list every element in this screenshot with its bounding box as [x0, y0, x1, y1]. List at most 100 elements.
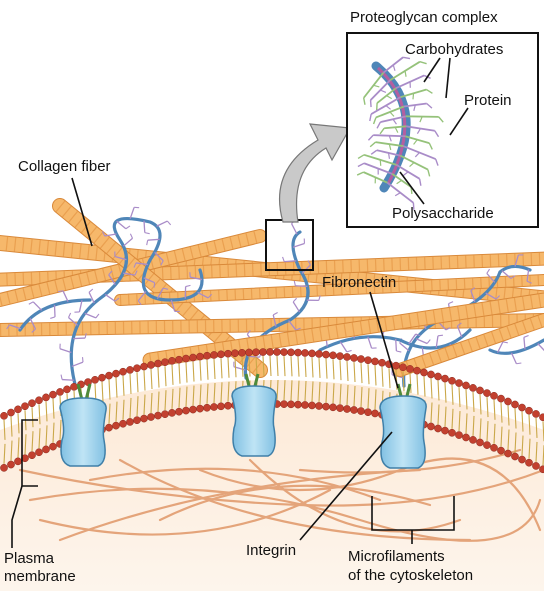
lipid-tail-outer — [136, 372, 139, 393]
leader-polysaccharide — [399, 171, 425, 205]
lipid-head-inner — [518, 455, 526, 464]
carbohydrate-branch — [137, 291, 147, 302]
carbohydrate-branch — [108, 274, 116, 286]
lipid-head-outer — [56, 388, 64, 396]
carbohydrate-branch — [29, 318, 37, 330]
lipid-head-inner — [42, 445, 50, 454]
carbohydrate-branch — [32, 301, 43, 311]
carbohydrate-branch — [9, 324, 22, 330]
carbohydrate-twig — [153, 282, 156, 288]
lipid-tail-outer — [402, 371, 405, 392]
inset-carbohydrate-twig — [370, 149, 378, 155]
carbohydrate-branch — [123, 272, 136, 276]
lipid-tail-outer — [178, 363, 181, 384]
lipid-tail-outer — [276, 355, 279, 377]
lipid-tail-outer — [318, 357, 321, 378]
inset-carbohydrate-twig — [435, 158, 439, 166]
lipid-tail-outer — [164, 366, 167, 387]
integrin-middle — [231, 373, 277, 457]
lipid-head-outer — [357, 355, 365, 363]
lipid-tail-outer — [535, 417, 538, 438]
inset-carbohydrate-twig — [426, 102, 433, 109]
carbohydrate-twig — [282, 256, 285, 262]
lipid-head-inner — [0, 463, 8, 472]
lipid-head-inner — [483, 441, 491, 449]
carbohydrate-twig — [307, 260, 311, 266]
lipid-tail-inner — [122, 399, 125, 420]
carbohydrate-twig — [134, 270, 138, 276]
collagen-fiber-front-1 — [142, 292, 544, 368]
inset-carbohydrate-twig — [413, 104, 416, 111]
lipid-head-outer — [203, 351, 211, 360]
lipid-tail-outer — [122, 375, 125, 396]
inset-carbohydrate-twig — [389, 111, 395, 117]
lipid-head-outer — [455, 379, 463, 387]
carbohydrate-branch — [73, 337, 86, 340]
lipid-tail-inner — [283, 380, 286, 401]
lipid-head-outer — [168, 357, 176, 365]
lipid-tail-outer — [234, 357, 237, 378]
lipid-head-inner — [301, 401, 309, 409]
carbohydrate-branch — [104, 293, 116, 302]
lipid-tail-outer — [304, 356, 307, 377]
integrin-left — [59, 383, 107, 467]
lipid-tail-outer — [17, 413, 20, 434]
lipid-tail-inner — [479, 418, 482, 439]
lipid-tail-outer — [444, 382, 447, 403]
carbohydrate-branch — [116, 220, 127, 230]
lipid-head-outer — [0, 411, 8, 420]
lipid-head-inner — [112, 421, 120, 430]
lipid-tail-inner — [220, 382, 223, 403]
lipid-head-inner — [350, 406, 358, 414]
lipid-tail-inner — [521, 435, 524, 456]
carbohydrate-twig — [516, 362, 522, 365]
lipid-tail-inner — [444, 406, 447, 427]
carbohydrate-twig — [396, 350, 402, 353]
lipid-tail-inner — [150, 392, 153, 414]
inset-carbohydrate-twig — [402, 171, 409, 176]
lipid-tail-outer — [206, 359, 209, 380]
lipid-tail-inner — [38, 428, 41, 449]
carbohydrate-twig — [88, 288, 94, 293]
lipid-head-outer — [497, 394, 505, 403]
zoom-arrow — [279, 123, 351, 223]
carbohydrate-branch — [526, 269, 530, 282]
carbohydrate-branch — [367, 336, 373, 349]
lipid-head-inner — [448, 428, 456, 437]
carbohydrate-branch — [339, 341, 348, 353]
lipid-head-outer — [469, 384, 477, 392]
lipid-tail-inner — [52, 422, 55, 443]
carbohydrate-branch — [62, 290, 69, 302]
lipid-tail-outer — [514, 408, 517, 429]
carbohydrate-twig — [84, 333, 87, 339]
inset-carbohydrate-twig — [419, 116, 423, 123]
lipid-tail-outer — [465, 389, 468, 410]
lipid-tail-outer — [262, 356, 265, 377]
carbohydrate-branch — [170, 299, 176, 312]
lipid-head-outer — [336, 352, 344, 360]
lipid-tail-inner — [164, 390, 167, 411]
lipid-head-inner — [322, 402, 330, 411]
lipid-head-inner — [504, 449, 512, 458]
lipid-tail-inner — [360, 387, 363, 408]
carbohydrate-branch — [68, 317, 79, 326]
inset-carbohydrate-branch — [395, 74, 425, 90]
inset-carbohydrate-twig — [414, 152, 420, 158]
lipid-tail-inner — [311, 381, 314, 402]
inset-carbohydrate-twig — [416, 128, 421, 135]
lipid-head-outer — [294, 348, 302, 357]
lipid-head-inner — [476, 438, 484, 447]
carbohydrate-twig — [108, 270, 113, 276]
lipid-tail-outer — [269, 355, 272, 377]
lipid-tail-inner — [185, 386, 188, 407]
lipid-tail-outer — [472, 391, 475, 412]
carbohydrate-twig — [160, 260, 164, 266]
proteoglycan-strand-6 — [488, 338, 544, 355]
carbohydrate-branch — [190, 276, 203, 281]
carbohydrate-twig — [114, 297, 120, 302]
carbohydrate-twig — [486, 268, 490, 274]
inset-carbohydrate-twig — [356, 171, 364, 176]
lipid-head-inner — [287, 400, 295, 409]
lipid-tail-inner — [192, 385, 195, 406]
carbohydrate-branch — [501, 270, 512, 279]
